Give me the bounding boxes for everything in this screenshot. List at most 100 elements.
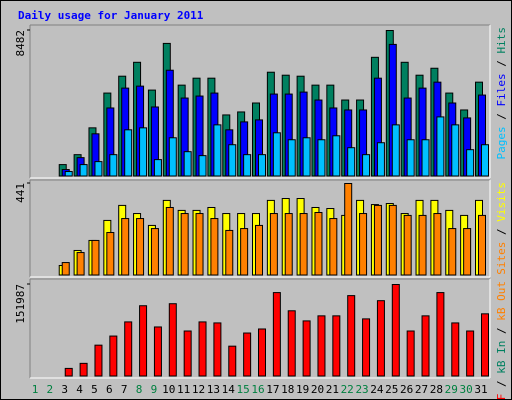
bar — [317, 315, 326, 377]
bar — [478, 214, 486, 276]
bar — [76, 252, 85, 276]
bar — [198, 321, 207, 377]
bar — [287, 139, 296, 177]
bar — [213, 124, 222, 177]
bar — [302, 137, 311, 177]
bar — [255, 224, 263, 276]
bar — [165, 206, 174, 276]
x-tick-label: 2 — [47, 383, 54, 396]
legend-entry: Visits — [495, 182, 508, 222]
x-tick-label: 28 — [430, 383, 443, 396]
x-tick-label: 31 — [474, 383, 487, 396]
bar — [347, 295, 356, 377]
bar — [302, 320, 311, 377]
x-tick-label: 7 — [121, 383, 128, 396]
bar — [183, 330, 192, 377]
x-tick-label: 13 — [207, 383, 220, 396]
bar — [359, 213, 368, 276]
legend-entry: Pages — [495, 126, 508, 159]
bar — [153, 326, 162, 377]
bar — [448, 228, 457, 276]
bar — [124, 321, 133, 377]
x-tick-label: 1 — [32, 383, 39, 396]
legend-separator: / — [495, 374, 508, 394]
bar — [79, 362, 88, 377]
bar — [240, 228, 249, 276]
legend-entry: kB F — [495, 394, 508, 400]
bar — [139, 305, 148, 377]
y-tick-label: 8482 — [14, 30, 27, 57]
x-tick-label: 10 — [162, 383, 175, 396]
bar — [287, 310, 296, 377]
x-tick-label: 21 — [326, 383, 339, 396]
bar — [109, 154, 118, 177]
bar — [376, 300, 385, 377]
x-tick-label: 11 — [177, 383, 190, 396]
bar — [136, 218, 145, 276]
x-tick-label: 12 — [192, 383, 205, 396]
bar — [272, 292, 281, 377]
bar — [210, 218, 219, 276]
bar — [198, 155, 207, 177]
bar — [109, 335, 118, 377]
bar — [317, 139, 326, 177]
bar — [258, 154, 266, 177]
bar — [466, 330, 475, 377]
bar — [61, 262, 70, 276]
bar — [150, 228, 159, 276]
x-tick-label: 24 — [370, 383, 384, 396]
bar — [91, 239, 100, 276]
y-tick-label: 151987 — [14, 284, 27, 324]
bar — [436, 116, 445, 177]
bar — [180, 213, 189, 276]
bar — [329, 218, 338, 276]
x-tick-label: 18 — [281, 383, 294, 396]
bar — [421, 315, 430, 377]
bar — [168, 303, 177, 377]
bar — [451, 322, 460, 377]
bar — [406, 139, 415, 177]
x-tick-label: 6 — [106, 383, 113, 396]
legend-entry: kB Out — [495, 281, 508, 321]
x-tick-label: 3 — [61, 383, 68, 396]
bar — [481, 313, 489, 377]
bar — [344, 183, 353, 276]
x-tick-label: 22 — [341, 383, 354, 396]
x-tick-label: 27 — [415, 383, 428, 396]
x-tick-label: 20 — [311, 383, 324, 396]
x-tick-label: 14 — [222, 383, 236, 396]
bar — [388, 204, 397, 276]
bar — [347, 147, 356, 177]
x-tick-label: 30 — [460, 383, 473, 396]
legend: Pages / Files / Hits — [495, 27, 508, 160]
bar — [243, 332, 252, 377]
legend: Sites / Visits — [495, 182, 508, 275]
bar — [258, 328, 266, 377]
bar — [139, 127, 148, 177]
bar — [299, 213, 308, 276]
bar — [421, 139, 430, 177]
bar — [362, 318, 371, 377]
bar — [243, 154, 252, 177]
bar — [94, 344, 103, 377]
bar — [213, 322, 222, 377]
legend-separator: / — [495, 222, 508, 242]
bar — [314, 211, 323, 276]
bar — [106, 232, 115, 276]
legend-entry: Hits — [495, 27, 508, 54]
bar — [228, 144, 237, 177]
bar — [481, 144, 489, 177]
bar — [362, 154, 371, 177]
bar — [284, 213, 293, 276]
bar — [121, 218, 130, 276]
x-tick-label: 4 — [76, 383, 83, 396]
legend-separator: / — [495, 107, 508, 127]
bar — [183, 151, 192, 177]
bar — [376, 142, 385, 177]
x-tick-label: 23 — [355, 383, 368, 396]
bar — [225, 229, 234, 276]
bar — [94, 161, 103, 177]
bar — [463, 228, 472, 276]
legend-separator: / — [495, 54, 508, 74]
